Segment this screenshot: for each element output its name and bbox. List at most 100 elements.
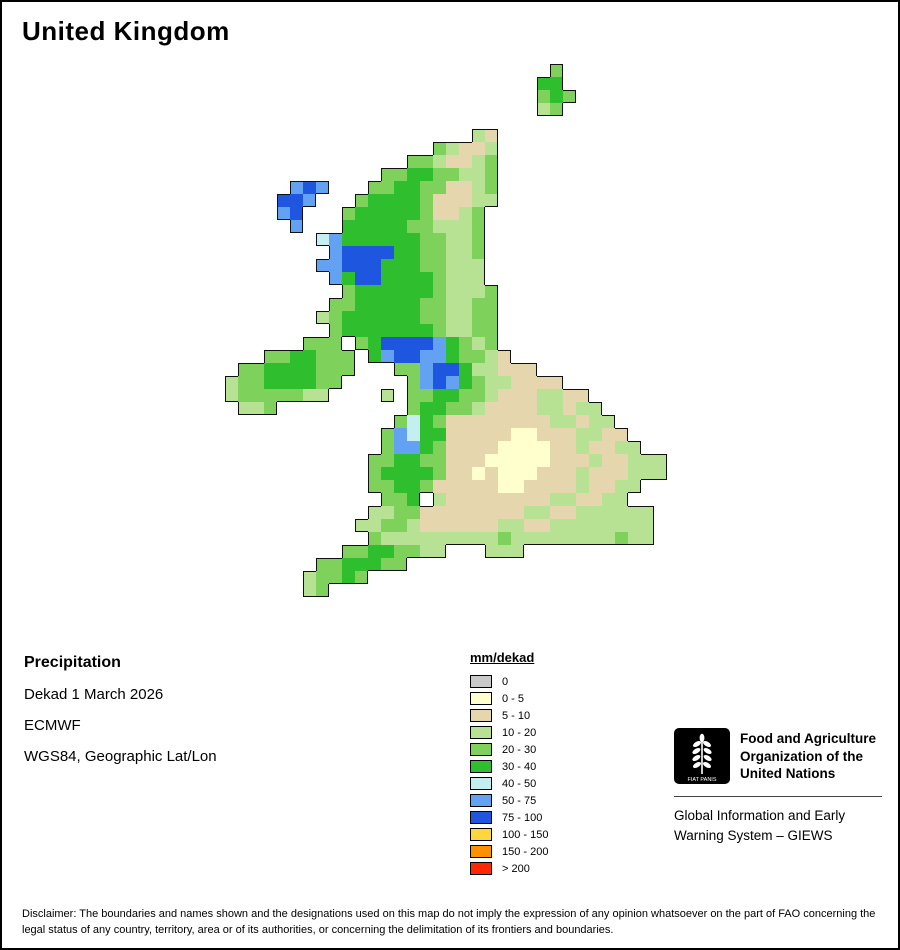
map-cell xyxy=(433,207,446,220)
map-cell xyxy=(537,506,550,519)
map-cell xyxy=(290,350,303,363)
map-cell xyxy=(368,324,381,337)
map-cell xyxy=(537,415,550,428)
map-cell xyxy=(446,350,459,363)
map-cell xyxy=(589,506,602,519)
map-cell xyxy=(472,285,485,298)
map-cell xyxy=(459,207,472,220)
map-cell xyxy=(355,220,368,233)
map-cell xyxy=(459,363,472,376)
map-cell xyxy=(420,428,433,441)
map-cell xyxy=(563,428,576,441)
map-cell xyxy=(602,454,615,467)
map-cell xyxy=(394,298,407,311)
map-cell xyxy=(329,246,342,259)
map-cell xyxy=(407,519,420,532)
map-cell xyxy=(342,246,355,259)
map-cell xyxy=(498,519,511,532)
map-cell xyxy=(407,415,420,428)
map-cell xyxy=(602,506,615,519)
map-cell xyxy=(394,519,407,532)
map-cell xyxy=(446,155,459,168)
map-cell xyxy=(368,220,381,233)
map-cell xyxy=(446,220,459,233)
map-cell xyxy=(407,545,420,558)
map-cell xyxy=(602,415,615,428)
map-cell xyxy=(498,467,511,480)
map-cell xyxy=(459,480,472,493)
legend-swatch xyxy=(470,726,492,739)
map-cell xyxy=(251,389,264,402)
map-cell xyxy=(433,441,446,454)
map-cell xyxy=(381,454,394,467)
map-cell xyxy=(316,311,329,324)
map-cell xyxy=(277,350,290,363)
map-cell xyxy=(394,506,407,519)
map-cell xyxy=(433,298,446,311)
map-cell xyxy=(368,311,381,324)
map-cell xyxy=(511,415,524,428)
map-cell xyxy=(511,441,524,454)
map-cell xyxy=(537,532,550,545)
map-cell xyxy=(485,389,498,402)
map-cell xyxy=(368,545,381,558)
map-cell xyxy=(407,337,420,350)
map-cell xyxy=(407,168,420,181)
map-cell xyxy=(446,311,459,324)
fao-org-name: Food and Agriculture Organization of the… xyxy=(740,731,876,782)
map-cell xyxy=(355,233,368,246)
map-info-block: Precipitation Dekad 1 March 2026 ECMWF W… xyxy=(24,654,217,779)
legend-entry: 75 - 100 xyxy=(470,809,548,826)
map-cell xyxy=(641,506,654,519)
map-cell xyxy=(368,506,381,519)
map-cell xyxy=(446,272,459,285)
map-cell xyxy=(342,285,355,298)
map-cell xyxy=(381,311,394,324)
map-cell xyxy=(277,389,290,402)
map-cell xyxy=(498,493,511,506)
map-cell xyxy=(238,376,251,389)
map-cell xyxy=(485,545,498,558)
map-cell xyxy=(459,467,472,480)
map-cell xyxy=(394,259,407,272)
map-cell xyxy=(394,324,407,337)
map-cell xyxy=(420,285,433,298)
map-cell xyxy=(381,220,394,233)
map-cell xyxy=(329,311,342,324)
map-cell xyxy=(342,298,355,311)
map-cell xyxy=(433,545,446,558)
map-cell xyxy=(498,350,511,363)
map-cell xyxy=(485,129,498,142)
map-cell xyxy=(329,350,342,363)
map-cell xyxy=(303,389,316,402)
map-cell xyxy=(472,207,485,220)
legend-swatch xyxy=(470,845,492,858)
map-cell xyxy=(524,454,537,467)
map-cell xyxy=(264,350,277,363)
map-cell xyxy=(589,428,602,441)
map-cell xyxy=(446,259,459,272)
map-cell xyxy=(446,363,459,376)
map-cell xyxy=(342,545,355,558)
map-cell xyxy=(420,324,433,337)
map-cell xyxy=(576,389,589,402)
map-cell xyxy=(446,233,459,246)
map-cell xyxy=(407,389,420,402)
map-cell xyxy=(628,532,641,545)
map-cell xyxy=(524,480,537,493)
map-cell xyxy=(277,363,290,376)
map-cell xyxy=(355,558,368,571)
map-cell xyxy=(615,480,628,493)
map-cell xyxy=(524,519,537,532)
map-cell xyxy=(628,506,641,519)
map-cell xyxy=(290,363,303,376)
map-cell xyxy=(316,584,329,597)
legend-entries: 0 0 - 5 5 - 10 10 - 20 20 - 30 30 - 40 40 - 50… xyxy=(470,673,548,877)
map-cell xyxy=(628,454,641,467)
legend-swatch xyxy=(470,828,492,841)
map-cell xyxy=(368,272,381,285)
map-cell xyxy=(355,246,368,259)
map-cell xyxy=(446,194,459,207)
map-cell xyxy=(563,441,576,454)
map-cell xyxy=(446,168,459,181)
